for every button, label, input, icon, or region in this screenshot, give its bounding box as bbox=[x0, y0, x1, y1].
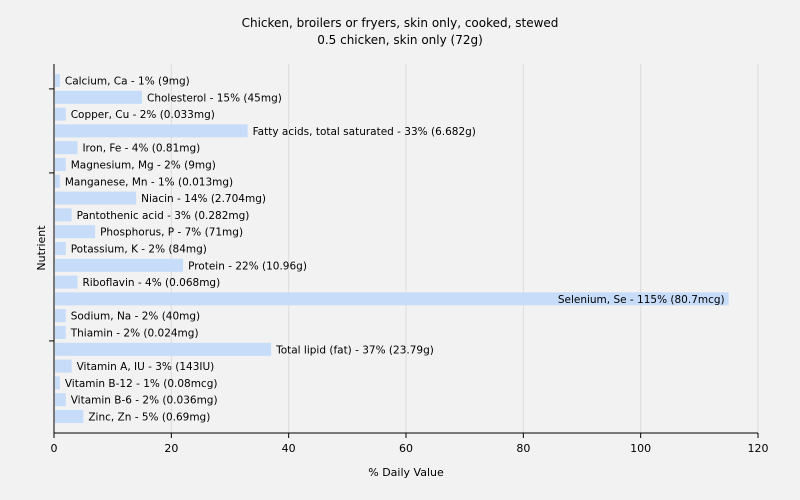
bar-label: Vitamin A, IU - 3% (143IU) bbox=[77, 361, 215, 373]
bar-label: Manganese, Mn - 1% (0.013mg) bbox=[65, 176, 233, 188]
bar bbox=[55, 225, 96, 239]
bar bbox=[55, 309, 66, 323]
bar-label: Magnesium, Mg - 2% (9mg) bbox=[71, 160, 216, 172]
bar bbox=[55, 292, 729, 306]
bar-label: Cholesterol - 15% (45mg) bbox=[147, 92, 282, 104]
bar-label: Protein - 22% (10.96g) bbox=[188, 260, 307, 272]
bar-label: Riboflavin - 4% (0.068mg) bbox=[82, 277, 220, 289]
bar-label: Copper, Cu - 2% (0.033mg) bbox=[71, 109, 215, 121]
bar bbox=[55, 393, 66, 407]
bar-label: Total lipid (fat) - 37% (23.79g) bbox=[275, 344, 434, 356]
bar-label: Thiamin - 2% (0.024mg) bbox=[70, 328, 199, 340]
bar bbox=[55, 342, 272, 356]
bar bbox=[55, 107, 66, 121]
bar-label: Phosphorus, P - 7% (71mg) bbox=[100, 227, 243, 239]
bar-label: Calcium, Ca - 1% (9mg) bbox=[65, 76, 190, 88]
bar-label: Potassium, K - 2% (84mg) bbox=[71, 244, 207, 256]
bar-label: Fatty acids, total saturated - 33% (6.68… bbox=[253, 126, 476, 138]
grid-lines bbox=[170, 64, 759, 433]
bars: Calcium, Ca - 1% (9mg) Cholesterol - 15% … bbox=[55, 74, 729, 424]
bar bbox=[55, 191, 137, 205]
bar bbox=[55, 158, 66, 171]
x-axis-label: % Daily Value bbox=[368, 466, 444, 479]
x-tick-label: 60 bbox=[399, 442, 413, 455]
bar-label: Zinc, Zn - 5% (0.69mg) bbox=[88, 412, 210, 424]
bar-label: Niacin - 14% (2.704mg) bbox=[141, 193, 266, 205]
x-tick-label: 40 bbox=[282, 442, 296, 455]
bar bbox=[55, 359, 72, 373]
chart-title: Chicken, broilers or fryers, skin only, … bbox=[242, 16, 559, 30]
bar-label: Vitamin B-12 - 1% (0.08mcg) bbox=[65, 378, 218, 390]
bar bbox=[55, 326, 66, 339]
bar bbox=[55, 90, 142, 104]
bar-label: Vitamin B-6 - 2% (0.036mg) bbox=[71, 395, 218, 407]
bar-label: Sodium, Na - 2% (40mg) bbox=[71, 311, 200, 323]
bar bbox=[55, 258, 184, 272]
x-tick-label: 80 bbox=[516, 442, 530, 455]
bar bbox=[55, 174, 60, 188]
bar-label: Pantothenic acid - 3% (0.282mg) bbox=[77, 210, 250, 222]
bar bbox=[55, 141, 78, 155]
x-tick-label: 0 bbox=[51, 442, 58, 455]
bar bbox=[55, 242, 66, 255]
bar bbox=[55, 275, 78, 289]
bar bbox=[55, 208, 72, 222]
bar-label: Selenium, Se - 115% (80.7mcg) bbox=[558, 294, 725, 306]
chart-subtitle: 0.5 chicken, skin only (72g) bbox=[317, 33, 483, 47]
x-tick-label: 20 bbox=[164, 442, 178, 455]
bar bbox=[55, 376, 60, 390]
y-axis-label: Nutrient bbox=[35, 225, 48, 271]
axes: 0 20 40 60 80 100 120 bbox=[49, 64, 769, 455]
bar-label: Iron, Fe - 4% (0.81mg) bbox=[82, 143, 200, 155]
bar bbox=[55, 124, 248, 138]
x-tick-label: 120 bbox=[748, 442, 769, 455]
x-tick-label: 100 bbox=[630, 442, 651, 455]
bar bbox=[55, 410, 84, 423]
bar bbox=[55, 74, 60, 87]
